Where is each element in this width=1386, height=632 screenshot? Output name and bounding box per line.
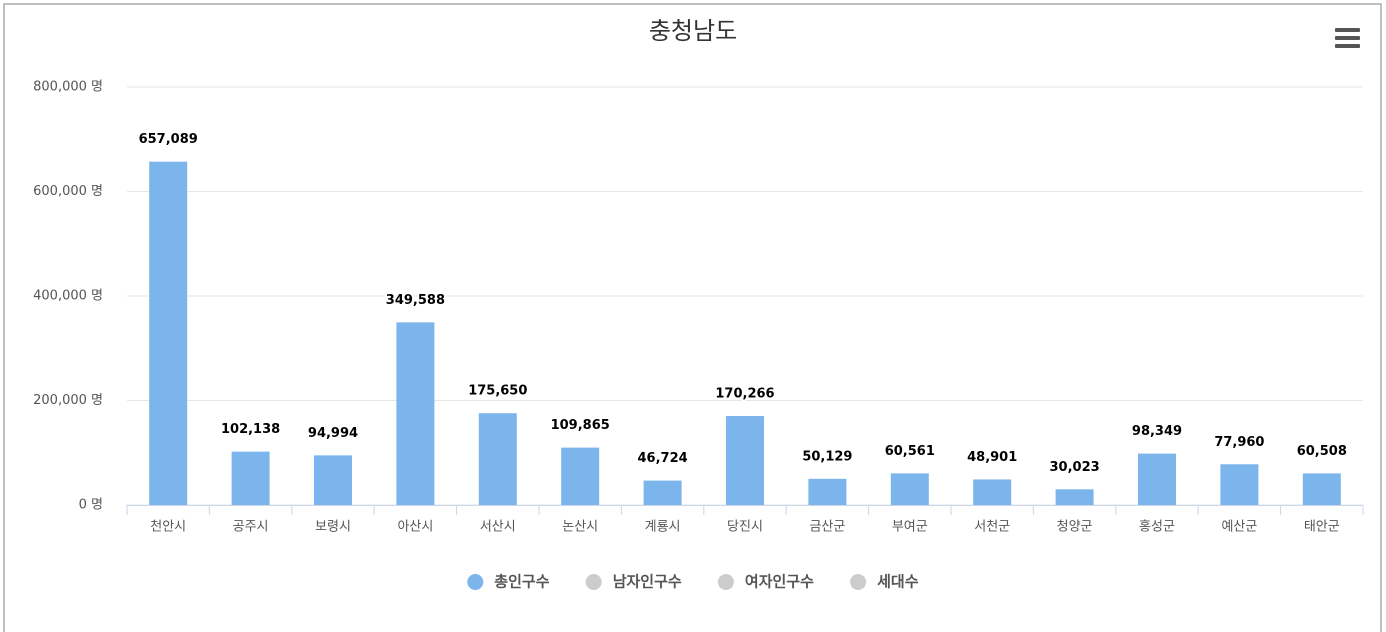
bar <box>314 455 352 505</box>
data-label: 349,588 <box>386 293 445 308</box>
y-tick-label: 400,000 명 <box>33 289 103 304</box>
x-tick-label: 부여군 <box>892 520 928 535</box>
legend-label: 여자인구수 <box>745 573 814 591</box>
data-label: 48,901 <box>967 450 1017 465</box>
bar <box>973 479 1012 505</box>
x-tick-label: 금산군 <box>809 520 845 535</box>
bar <box>396 322 435 505</box>
legend-symbol <box>850 574 867 590</box>
x-tick-label: 보령시 <box>315 520 351 535</box>
legend-symbol <box>585 574 602 590</box>
x-tick-label: 홍성군 <box>1139 520 1175 535</box>
data-label: 170,266 <box>715 387 774 402</box>
data-label: 30,023 <box>1050 460 1100 475</box>
data-label: 46,724 <box>638 451 688 466</box>
data-label: 102,138 <box>221 422 280 437</box>
data-label: 175,650 <box>468 384 527 399</box>
y-tick-label: 800,000 명 <box>33 80 103 95</box>
data-label: 657,089 <box>139 132 198 147</box>
x-tick-label: 서산시 <box>480 520 516 535</box>
bar <box>1055 489 1094 505</box>
x-tick-label: 당진시 <box>727 520 763 535</box>
bar <box>1138 453 1176 505</box>
bar <box>1220 464 1259 505</box>
x-tick-label: 서천군 <box>974 520 1010 535</box>
bar <box>149 161 188 505</box>
x-tick-label: 예산군 <box>1221 520 1257 535</box>
x-tick-label: 천안시 <box>150 520 186 535</box>
y-tick-label: 200,000 명 <box>33 393 103 408</box>
x-tick-label: 공주시 <box>233 520 269 535</box>
data-label: 109,865 <box>551 418 610 433</box>
bar <box>1302 473 1341 505</box>
bar <box>643 480 682 505</box>
data-label: 94,994 <box>308 426 358 441</box>
x-tick-label: 청양군 <box>1057 520 1093 535</box>
legend-symbol <box>467 574 484 590</box>
bar <box>561 447 600 505</box>
x-tick-label: 아산시 <box>397 520 433 535</box>
data-label: 60,561 <box>885 444 935 459</box>
bar <box>808 478 847 505</box>
data-label: 98,349 <box>1132 424 1182 439</box>
bar <box>231 451 270 505</box>
x-tick-label: 계룡시 <box>645 520 681 535</box>
x-tick-label: 태안군 <box>1304 520 1340 535</box>
bar <box>478 413 517 505</box>
data-label: 50,129 <box>802 449 852 464</box>
legend-label: 세대수 <box>877 573 919 591</box>
legend-symbol <box>717 574 734 590</box>
bar <box>726 416 764 505</box>
bar <box>890 473 929 505</box>
legend-item[interactable]: 남자인구수 <box>585 573 682 591</box>
chart-title: 충청남도 <box>649 17 737 45</box>
legend-item[interactable]: 총인구수 <box>467 573 550 591</box>
y-tick-label: 600,000 명 <box>33 184 103 199</box>
x-tick-label: 논산시 <box>562 520 598 535</box>
legend-item[interactable]: 여자인구수 <box>717 573 814 591</box>
menu-button[interactable] <box>1335 28 1360 48</box>
y-tick-label: 0 명 <box>79 498 103 513</box>
chart-border <box>3 3 1382 632</box>
data-label: 60,508 <box>1297 444 1347 459</box>
data-label: 77,960 <box>1214 435 1264 450</box>
legend-item[interactable]: 세대수 <box>850 573 919 591</box>
legend-label: 총인구수 <box>494 573 549 591</box>
legend-label: 남자인구수 <box>613 573 682 591</box>
